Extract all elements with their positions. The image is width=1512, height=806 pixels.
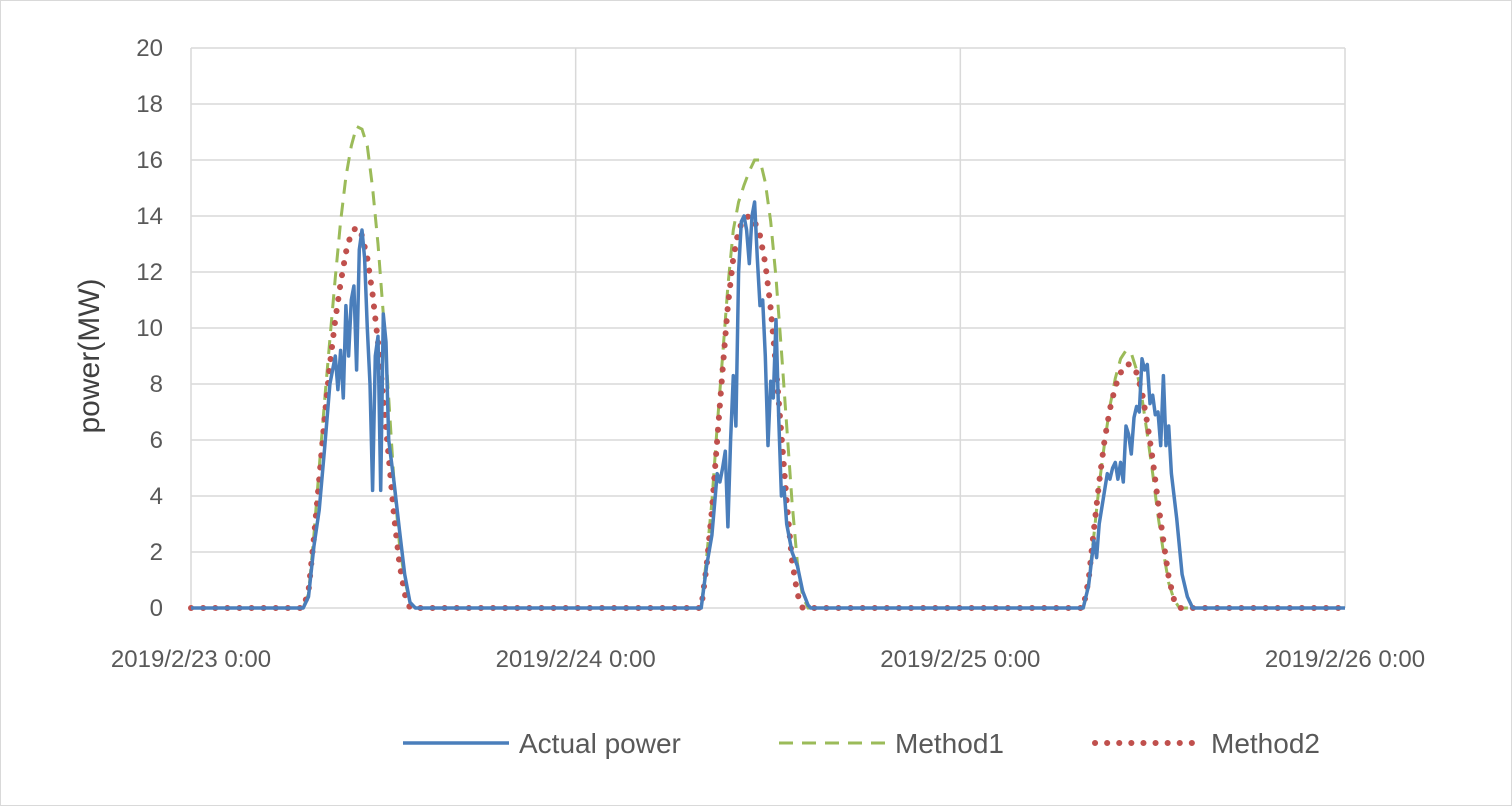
y-tick-label: 18 <box>136 91 163 118</box>
legend-label-method1: Method1 <box>895 728 1004 759</box>
x-tick-label: 2019/2/24 0:00 <box>496 646 656 673</box>
y-tick-label: 20 <box>136 35 163 62</box>
legend-label-actual: Actual power <box>519 728 681 759</box>
x-tick-label: 2019/2/26 0:00 <box>1265 646 1425 673</box>
x-tick-labels: 2019/2/23 0:00 2019/2/24 0:00 2019/2/25 0:… <box>111 646 1425 673</box>
y-tick-label: 6 <box>150 427 163 454</box>
y-tick-label: 14 <box>136 203 163 230</box>
y-tick-label: 2 <box>150 539 163 566</box>
series-line-actual <box>191 200 1345 610</box>
y-tick-label: 10 <box>136 315 163 342</box>
series-line-method1 <box>191 124 1345 610</box>
y-tick-labels: 0 2 4 6 8 10 12 14 16 18 20 <box>136 35 163 622</box>
y-tick-label: 4 <box>150 483 163 510</box>
y-tick-label: 0 <box>150 595 163 622</box>
y-tick-label: 12 <box>136 259 163 286</box>
x-tick-label: 2019/2/25 0:00 <box>880 646 1040 673</box>
series-line-method2 <box>188 212 1348 611</box>
y-axis-title: power(MW) <box>73 279 106 434</box>
legend-label-method2: Method2 <box>1211 728 1320 759</box>
legend: Actual power Method1 Method2 <box>403 728 1320 759</box>
y-tick-label: 8 <box>150 371 163 398</box>
x-tick-label: 2019/2/23 0:00 <box>111 646 271 673</box>
series-lines <box>188 124 1348 611</box>
y-tick-label: 16 <box>136 147 163 174</box>
